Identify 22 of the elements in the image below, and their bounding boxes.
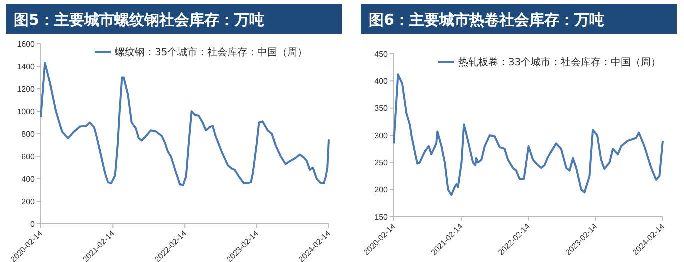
y-tick-label: 400 xyxy=(374,76,389,86)
y-tick-label: 300 xyxy=(374,131,389,140)
y-tick-label: 600 xyxy=(22,152,36,162)
y-tick-label: 450 xyxy=(374,50,389,59)
y-tick-label: 1200 xyxy=(17,84,36,94)
y-tick-label: 200 xyxy=(22,197,36,206)
legend-label: 热轧板卷：33个城市：社会库存：中国（周） xyxy=(458,56,662,68)
y-tick-label: 1000 xyxy=(17,107,36,116)
chart-title: 图5：主要城市螺纹钢社会库存：万吨 xyxy=(14,11,264,29)
y-tick-label: 800 xyxy=(22,130,36,139)
y-tick-label: 1400 xyxy=(17,62,36,72)
line-series xyxy=(40,62,330,186)
line-series xyxy=(393,74,664,196)
legend-label: 螺纹钢：35个城市：社会库存：中国（周） xyxy=(115,46,308,58)
y-tick-label: 0 xyxy=(30,220,36,229)
chart-title: 图6：主要城市热卷社会库存：万吨 xyxy=(369,11,604,29)
y-tick-label: 400 xyxy=(22,174,36,184)
y-tick-label: 150 xyxy=(374,212,389,222)
y-tick-label: 250 xyxy=(374,158,389,168)
y-tick-label: 350 xyxy=(374,104,389,114)
y-tick-label: 200 xyxy=(374,186,389,195)
y-tick-label: 1600 xyxy=(17,40,36,49)
